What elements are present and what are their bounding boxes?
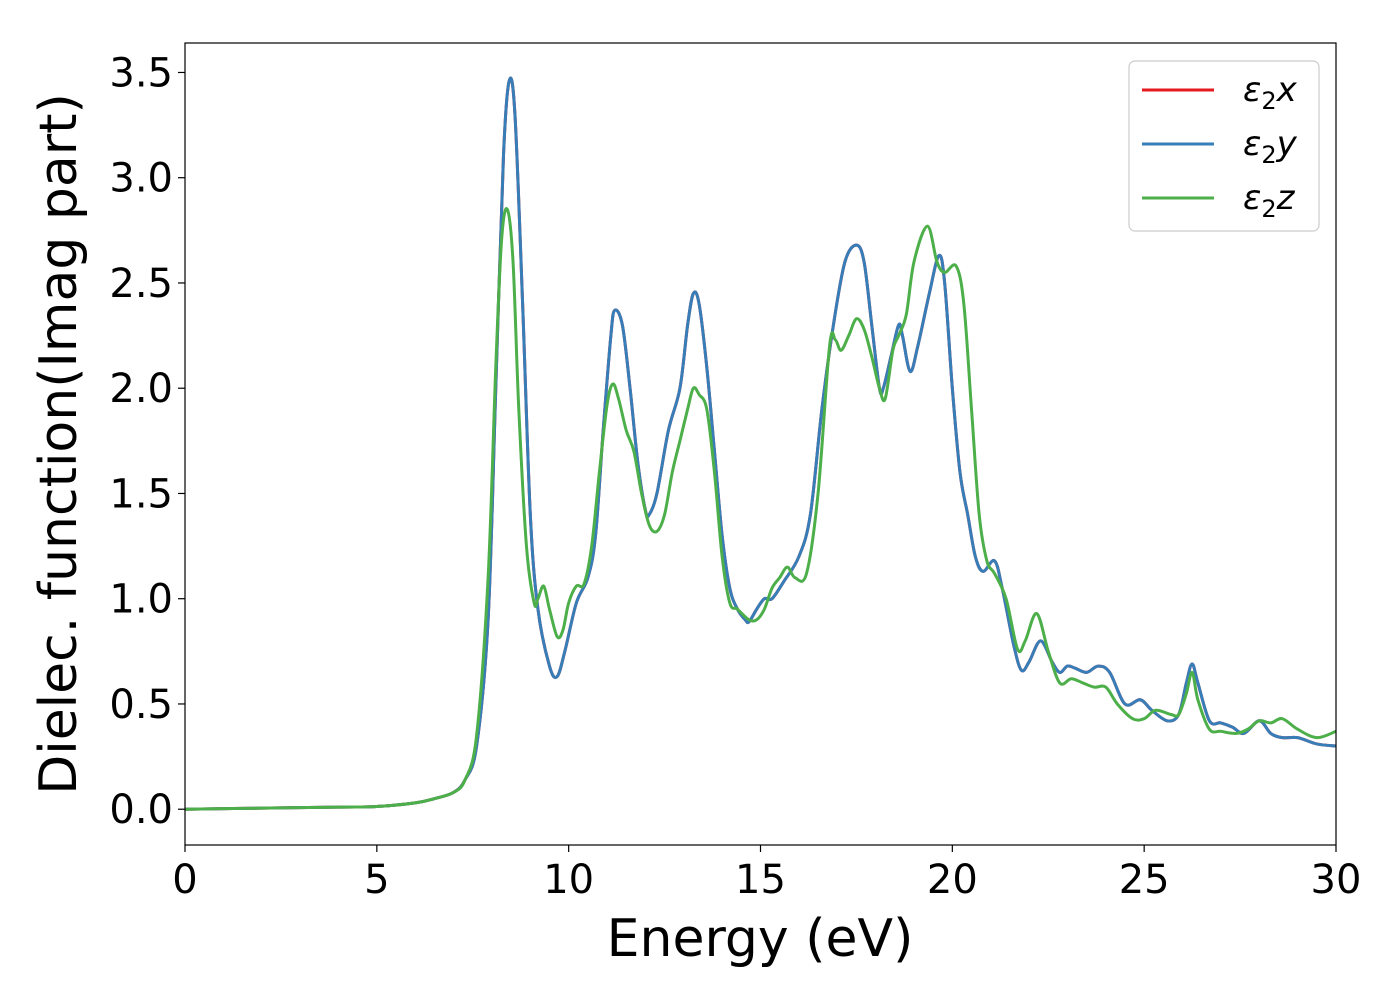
legend-items: ε2x ε2y ε2z: [1142, 70, 1298, 223]
y-tick-label: 3.0: [109, 156, 173, 202]
legend-entry-eps2z: ε2z: [1142, 178, 1296, 223]
y-tick-label: 2.0: [109, 366, 173, 412]
x-tick-label: 5: [364, 857, 389, 903]
x-tick-label: 25: [1119, 857, 1170, 903]
legend-label: ε2y: [1243, 124, 1298, 169]
legend-box: [1128, 60, 1320, 232]
y-tick-label: 3.5: [109, 50, 173, 96]
legend-entry-eps2x: ε2x: [1142, 70, 1298, 115]
y-tick-label: 0.0: [109, 787, 173, 833]
y-axis-label: Dielec. function(Imag part): [29, 93, 89, 795]
x-tick-label: 15: [735, 857, 786, 903]
y-tick-label: 2.5: [109, 261, 173, 307]
y-tick-label: 1.5: [109, 471, 173, 517]
series-line-eps2y: [185, 76, 1336, 811]
x-axis-ticks: 0 5 10 15 20 25 30: [172, 845, 1361, 903]
x-axis-label: Energy (eV): [607, 909, 914, 969]
series-line-eps2z: [185, 207, 1336, 811]
y-tick-label: 0.5: [109, 682, 173, 728]
y-tick-label: 1.0: [109, 577, 173, 623]
legend-label: ε2z: [1243, 178, 1296, 223]
x-tick-label: 20: [927, 857, 978, 903]
legend-entry-eps2y: ε2y: [1142, 124, 1298, 169]
series-layer: [185, 76, 1336, 811]
x-tick-label: 10: [543, 857, 594, 903]
legend-label: ε2x: [1243, 70, 1298, 115]
x-tick-label: 0: [172, 857, 197, 903]
y-axis-ticks: 0.0 0.5 1.0 1.5 2.0 2.5 3.0 3.5: [109, 50, 185, 833]
legend: ε2x ε2y ε2z: [1128, 60, 1320, 232]
x-tick-label: 30: [1311, 857, 1362, 903]
